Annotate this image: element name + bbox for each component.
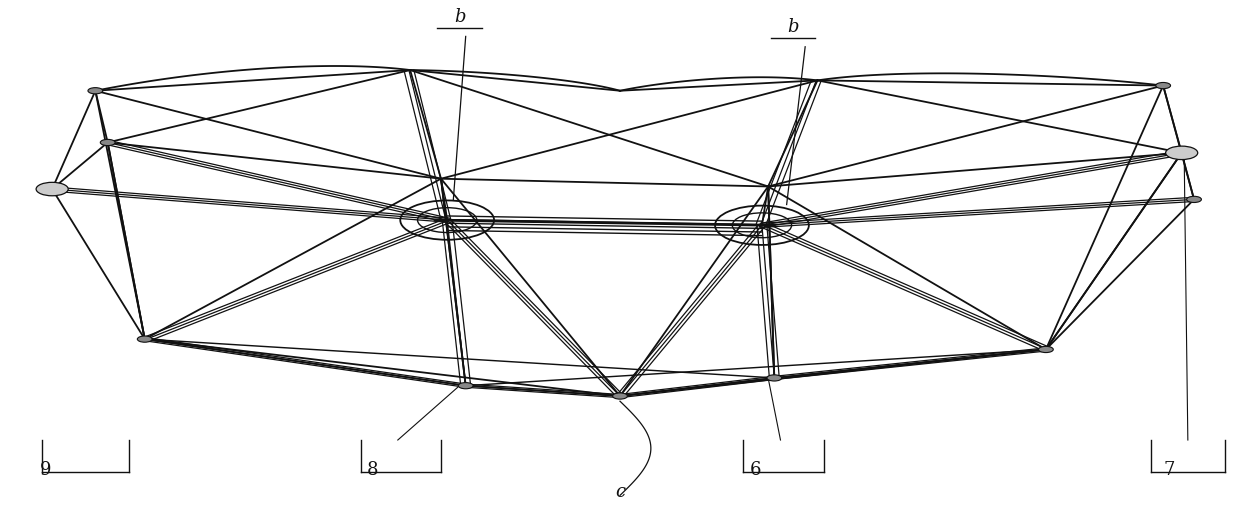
Circle shape	[1156, 83, 1171, 89]
Circle shape	[1038, 346, 1053, 353]
Circle shape	[766, 375, 781, 381]
Circle shape	[1174, 150, 1189, 156]
Text: 8: 8	[367, 461, 378, 479]
Circle shape	[1166, 146, 1198, 160]
Text: 9: 9	[40, 461, 51, 479]
Circle shape	[45, 186, 60, 192]
Circle shape	[1187, 196, 1202, 202]
Text: 7: 7	[1163, 461, 1174, 479]
Text: 6: 6	[750, 461, 761, 479]
Text: c: c	[615, 483, 625, 501]
Circle shape	[88, 88, 103, 94]
Circle shape	[459, 383, 474, 389]
Text: b: b	[787, 18, 799, 37]
Circle shape	[138, 336, 153, 342]
Text: b: b	[454, 8, 465, 26]
Circle shape	[100, 140, 115, 145]
Circle shape	[613, 393, 627, 399]
Circle shape	[36, 183, 68, 196]
